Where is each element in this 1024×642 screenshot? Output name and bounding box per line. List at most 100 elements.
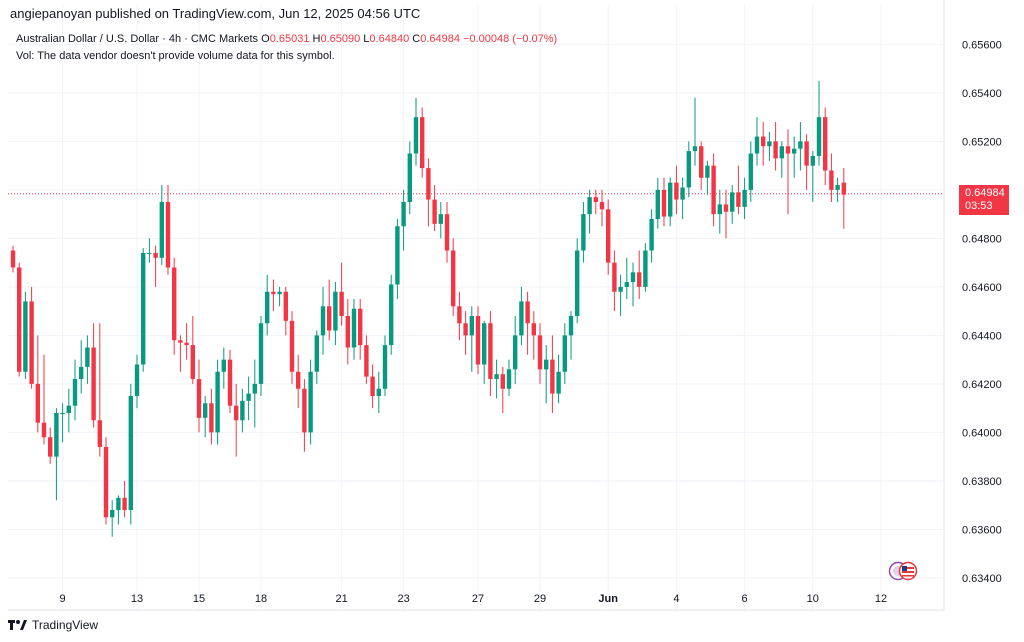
country-flags-icon[interactable] — [887, 561, 921, 581]
candle — [209, 388, 214, 445]
candle — [618, 274, 623, 316]
candle — [401, 189, 406, 251]
candle — [482, 320, 487, 384]
candle — [134, 354, 140, 409]
candle — [742, 177, 747, 219]
time-tick-label: Jun — [598, 593, 618, 605]
candle — [289, 311, 295, 384]
candle — [525, 291, 530, 355]
time-tick-label: 23 — [397, 593, 409, 605]
grid-lines — [8, 5, 944, 610]
candle — [302, 379, 307, 452]
price-tick-label: 0.65200 — [962, 136, 1002, 148]
publisher-header: angiepanoyan published on TradingView.co… — [10, 6, 421, 21]
candle — [841, 168, 846, 229]
symbol-name[interactable]: Australian Dollar / U.S. Dollar · 4h · C… — [16, 33, 259, 45]
price-axis[interactable]: 0.656000.654000.652000.650000.648000.646… — [943, 0, 1002, 610]
candle — [575, 238, 580, 324]
candle — [680, 177, 685, 219]
candle — [643, 243, 648, 292]
time-tick-label: 10 — [807, 593, 819, 605]
candle — [35, 335, 40, 433]
candle — [730, 185, 735, 224]
last-price-value: 0.64984 — [965, 186, 1005, 199]
tradingview-logo-icon — [8, 620, 27, 630]
candle — [556, 354, 561, 404]
candle — [333, 282, 338, 346]
candle — [674, 165, 679, 215]
change-value: −0.00048 (−0.07%) — [463, 33, 558, 45]
candle — [141, 248, 146, 372]
candle — [277, 286, 282, 307]
time-tick-label: 12 — [875, 593, 887, 605]
candle — [792, 136, 797, 178]
candle — [773, 121, 778, 171]
price-tick-label: 0.63800 — [962, 476, 1002, 488]
open-label: O — [261, 33, 270, 45]
candle — [754, 117, 760, 166]
candle — [761, 121, 766, 166]
close-label: C — [412, 33, 421, 45]
candle — [823, 107, 828, 186]
candle — [382, 335, 388, 397]
candle — [364, 335, 369, 384]
candle — [519, 286, 524, 346]
time-tick-label: 18 — [255, 593, 267, 605]
candle — [376, 371, 381, 413]
candle — [630, 262, 636, 307]
candle — [97, 323, 102, 457]
symbol-legend: Australian Dollar / U.S. Dollar · 4h · C… — [16, 33, 557, 45]
time-tick-label: 6 — [742, 593, 748, 605]
price-tick-label: 0.65400 — [962, 88, 1002, 100]
candle — [91, 323, 96, 428]
price-tick-label: 0.64200 — [962, 379, 1002, 391]
candle — [661, 177, 667, 227]
candle — [587, 189, 592, 234]
candle — [407, 141, 412, 215]
candle — [358, 299, 363, 360]
candle — [513, 315, 518, 384]
candle — [351, 299, 357, 360]
candle — [506, 359, 512, 397]
candle — [17, 262, 22, 377]
volume-note: Vol: The data vendor doesn't provide vol… — [16, 50, 335, 62]
price-tick-label: 0.64800 — [962, 233, 1002, 245]
candle — [444, 202, 450, 263]
candle — [48, 427, 53, 464]
candle — [79, 340, 84, 394]
candle — [234, 383, 239, 457]
price-tick-label: 0.64000 — [962, 427, 1002, 439]
candle — [85, 335, 90, 384]
candle — [339, 262, 344, 326]
candle — [327, 279, 332, 341]
candle — [221, 347, 226, 389]
candle — [215, 359, 220, 445]
candle — [23, 291, 28, 380]
footer-brand[interactable]: TradingView — [8, 618, 98, 632]
time-tick-label: 27 — [472, 593, 484, 605]
candle — [531, 311, 536, 360]
candle — [798, 121, 803, 171]
candle — [265, 274, 270, 336]
low-label: L — [363, 33, 370, 45]
candle — [320, 286, 326, 355]
time-axis[interactable]: 9 13 15 18 21 23 27 29 Jun 4 6 10 12 — [8, 593, 944, 611]
candle — [54, 408, 59, 501]
candle — [699, 141, 704, 190]
time-tick-label: 15 — [193, 593, 205, 605]
candle — [184, 323, 189, 360]
candle — [779, 141, 784, 178]
countdown-value: 03:53 — [965, 199, 993, 212]
candle — [314, 330, 319, 384]
candle — [736, 165, 741, 215]
candle — [810, 151, 815, 203]
candle — [624, 257, 629, 300]
candle — [457, 291, 462, 341]
candle — [203, 396, 208, 438]
candle — [178, 335, 183, 372]
price-tick-label: 0.65600 — [962, 39, 1002, 51]
candle — [469, 306, 474, 372]
candle — [283, 286, 288, 336]
candle — [60, 403, 65, 443]
